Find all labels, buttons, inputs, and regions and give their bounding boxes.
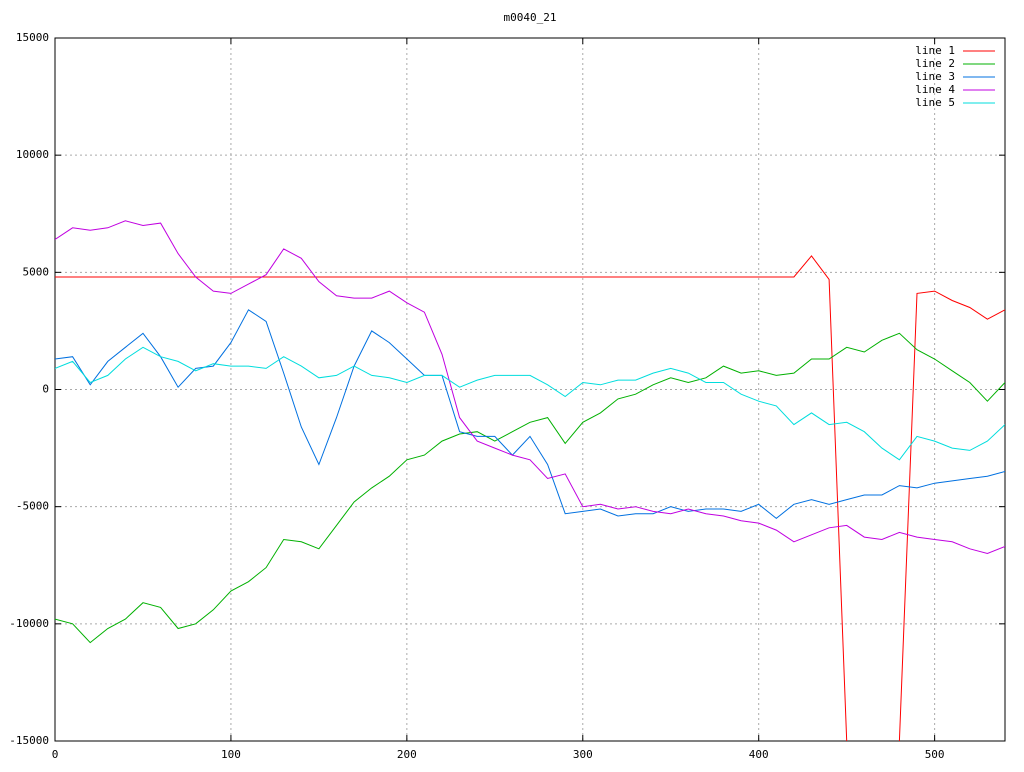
legend-label: line 5 [915,96,955,109]
y-tick-label: 15000 [16,31,49,44]
series-line [55,309,1005,520]
plot-area [55,220,1005,741]
y-tick-label: 10000 [16,148,49,161]
x-tick-label: 500 [925,748,945,761]
legend-label: line 4 [915,83,955,96]
x-tick-label: 400 [749,748,769,761]
plot-frame [54,37,1006,742]
y-tick-label: -5000 [16,500,49,513]
legend-label: line 3 [915,70,955,83]
y-tick-label: -10000 [9,617,49,630]
y-tick-label: 0 [42,383,49,396]
series-line [55,255,1005,741]
legend-label: line 2 [915,57,955,70]
x-tick-label: 100 [221,748,241,761]
series-line [55,220,1005,555]
x-tick-label: 0 [52,748,59,761]
series-line [55,346,1005,461]
y-tick-label: 5000 [23,265,50,278]
y-tick-label: -15000 [9,734,49,747]
x-tick-label: 200 [397,748,417,761]
series-line [55,332,1005,644]
legend-label: line 1 [915,44,955,57]
x-tick-label: 300 [573,748,593,761]
chart-title: m0040_21 [504,11,557,24]
